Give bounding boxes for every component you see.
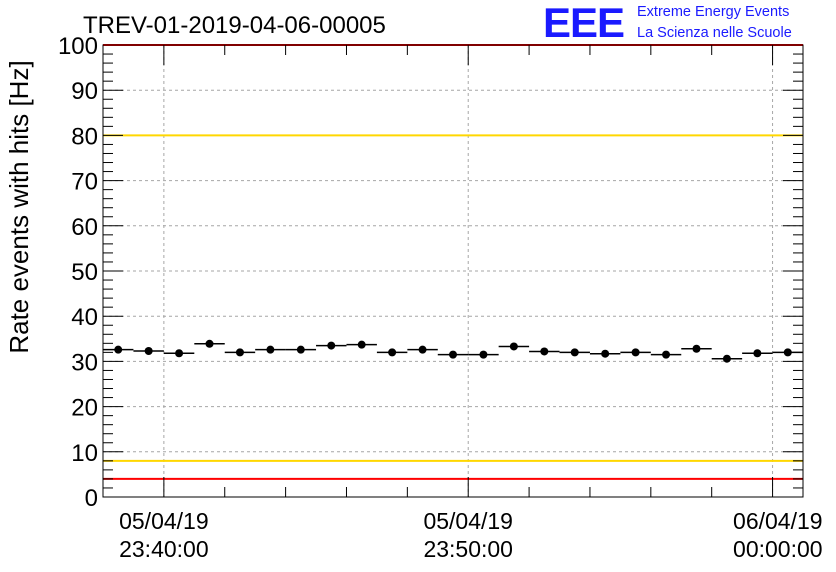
x-tick-date: 05/04/19	[119, 508, 209, 534]
data-point	[418, 345, 427, 354]
chart-title: TREV-01-2019-04-06-00005	[83, 12, 386, 39]
data-point	[114, 345, 123, 354]
y-tick-label: 40	[71, 304, 98, 331]
y-tick-label: 50	[71, 259, 98, 286]
y-tick-label: 60	[71, 214, 98, 241]
data-point	[540, 347, 549, 356]
grid-lines	[103, 45, 803, 497]
y-tick-label: 20	[71, 395, 98, 422]
data-point	[631, 348, 640, 357]
eee-logo: EEE	[543, 0, 625, 46]
data-point	[357, 340, 366, 349]
data-point	[753, 349, 762, 358]
data-point	[509, 342, 518, 351]
data-point	[266, 345, 275, 354]
y-tick-label: 90	[71, 78, 98, 105]
data-point	[296, 345, 305, 354]
data-point	[783, 348, 792, 357]
y-tick-label: 70	[71, 169, 98, 196]
y-tick-label: 80	[71, 123, 98, 150]
logo-text-line2: La Scienza nelle Scuole	[637, 25, 792, 41]
data-point	[601, 349, 610, 358]
data-point	[235, 348, 244, 357]
x-tick-date: 05/04/19	[423, 508, 513, 534]
y-tick-label: 10	[71, 440, 98, 467]
data-point	[175, 349, 184, 358]
y-tick-label: 0	[85, 485, 98, 512]
x-tick-time: 23:40:00	[119, 536, 209, 562]
x-tick-time: 23:50:00	[423, 536, 513, 562]
data-point	[388, 348, 397, 357]
data-point	[205, 339, 214, 348]
data-point	[570, 348, 579, 357]
data-point	[144, 347, 153, 356]
x-tick-labels: 05/04/1923:40:0005/04/1923:50:0006/04/19…	[119, 508, 822, 562]
data-points	[103, 339, 803, 363]
plot-frame	[102, 44, 804, 498]
data-point	[327, 341, 336, 350]
y-tick-label: 100	[58, 33, 98, 60]
data-point	[662, 350, 671, 359]
data-point	[479, 350, 488, 359]
x-tick-date: 06/04/19	[733, 508, 823, 534]
data-point	[449, 350, 457, 359]
data-point	[722, 354, 731, 363]
y-axis-label: Rate events with hits [Hz]	[4, 60, 34, 353]
logo-text-line1: Extreme Energy Events	[637, 4, 790, 20]
data-point	[692, 344, 701, 353]
y-tick-label: 30	[71, 349, 98, 376]
y-tick-labels: 0 10 20 30 40 50 60 70 80 90 100	[58, 33, 98, 512]
x-tick-time: 00:00:00	[733, 536, 823, 562]
reference-lines	[103, 44, 803, 480]
